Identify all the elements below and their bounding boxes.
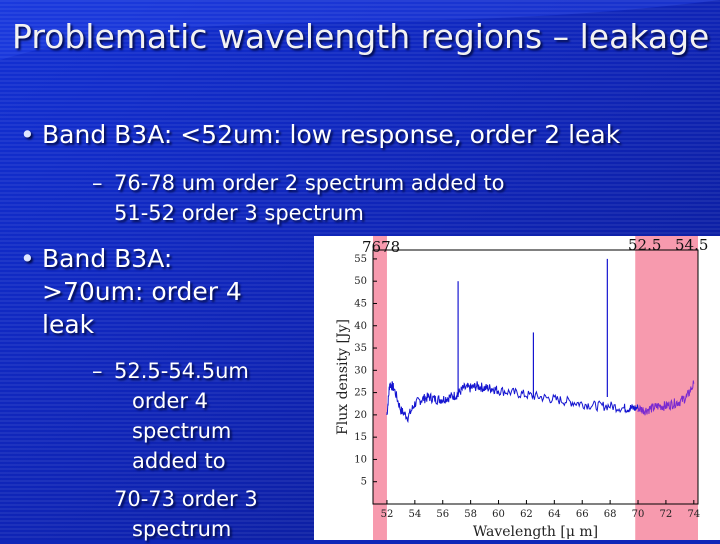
x-tick-label: 56 bbox=[436, 509, 449, 520]
sub-line: 51-52 order 3 spectrum bbox=[114, 201, 364, 225]
bullet-line: >70um: order 4 bbox=[42, 277, 242, 306]
sub-bullet-order2: – 76-78 um order 2 spectrum added to 51-… bbox=[92, 168, 505, 228]
y-tick-label: 50 bbox=[354, 276, 367, 287]
annotation-label: 7678 bbox=[362, 238, 400, 256]
bullet-line: Band B3A: bbox=[42, 244, 173, 273]
x-tick-label: 60 bbox=[492, 509, 505, 520]
annotation-label: 54.5 bbox=[675, 236, 708, 254]
x-tick-label: 54 bbox=[408, 509, 421, 520]
y-tick-label: 25 bbox=[354, 388, 367, 399]
spectrum-series bbox=[386, 381, 639, 424]
y-tick-label: 15 bbox=[354, 432, 367, 443]
bullet-glyph: • bbox=[20, 244, 35, 273]
y-axis-label: Flux density [Jy] bbox=[335, 319, 351, 435]
sub-line: 70-73 order 3 bbox=[114, 487, 258, 511]
sub-bullet-order4: – 52.5-54.5um order 4 spectrum added to bbox=[92, 356, 249, 476]
y-tick-label: 20 bbox=[354, 410, 367, 421]
y-tick-label: 45 bbox=[354, 298, 367, 309]
x-tick-label: 58 bbox=[464, 509, 477, 520]
x-tick-label: 62 bbox=[520, 509, 533, 520]
shaded-region bbox=[373, 236, 387, 540]
x-tick-label: 74 bbox=[687, 509, 700, 520]
sub-line: 76-78 um order 2 spectrum added to bbox=[114, 171, 505, 195]
sub-line: 52.5-54.5um bbox=[114, 359, 249, 383]
bullet-line: leak bbox=[42, 310, 95, 339]
x-tick-label: 70 bbox=[632, 509, 645, 520]
x-tick-label: 52 bbox=[381, 509, 394, 520]
bullet-band-b3a-low: • Band B3A: <52um: low response, order 2 … bbox=[20, 118, 620, 152]
x-tick-label: 66 bbox=[576, 509, 589, 520]
spectrum-plot: 52 54 56 58 60 62 64 66 68 70 72 74 5 10 15 20 25 30 35 40 4… bbox=[335, 236, 708, 540]
spectrum-series bbox=[637, 380, 695, 416]
bullet-text: Band B3A: <52um: low response, order 2 l… bbox=[42, 120, 621, 149]
sub-line: spectrum bbox=[132, 419, 232, 443]
bullet-glyph: • bbox=[20, 120, 35, 149]
y-tick-label: 5 bbox=[361, 477, 367, 488]
y-tick-label: 35 bbox=[354, 343, 367, 354]
x-axis-label: Wavelength [μ m] bbox=[473, 524, 598, 540]
dash-glyph: – bbox=[92, 171, 103, 195]
annotation-label: 52.5 bbox=[628, 236, 661, 254]
y-tick-label: 10 bbox=[354, 454, 367, 465]
sub-line: spectrum bbox=[132, 517, 232, 541]
shaded-region bbox=[635, 236, 698, 540]
sub-line: added to bbox=[132, 449, 226, 473]
dash-glyph: – bbox=[92, 359, 103, 383]
y-tick-label: 55 bbox=[354, 254, 367, 265]
x-tick-label: 64 bbox=[548, 509, 561, 520]
y-tick-label: 40 bbox=[354, 321, 367, 332]
sub-line: order 4 bbox=[132, 389, 209, 413]
plot-frame bbox=[372, 249, 699, 505]
y-tick-label: 30 bbox=[354, 365, 367, 376]
slide-title: Problematic wavelength regions – leakage bbox=[12, 17, 710, 56]
spectrum-chart: 52 54 56 58 60 62 64 66 68 70 72 74 5 10 15 20 25 30 35 40 4… bbox=[314, 236, 720, 540]
x-tick-label: 72 bbox=[660, 509, 673, 520]
x-tick-label: 68 bbox=[604, 509, 617, 520]
bullet-band-b3a-high: • Band B3A: >70um: order 4 leak bbox=[20, 242, 310, 341]
sub-bullet-order3: 70-73 order 3 spectrum bbox=[114, 484, 258, 544]
